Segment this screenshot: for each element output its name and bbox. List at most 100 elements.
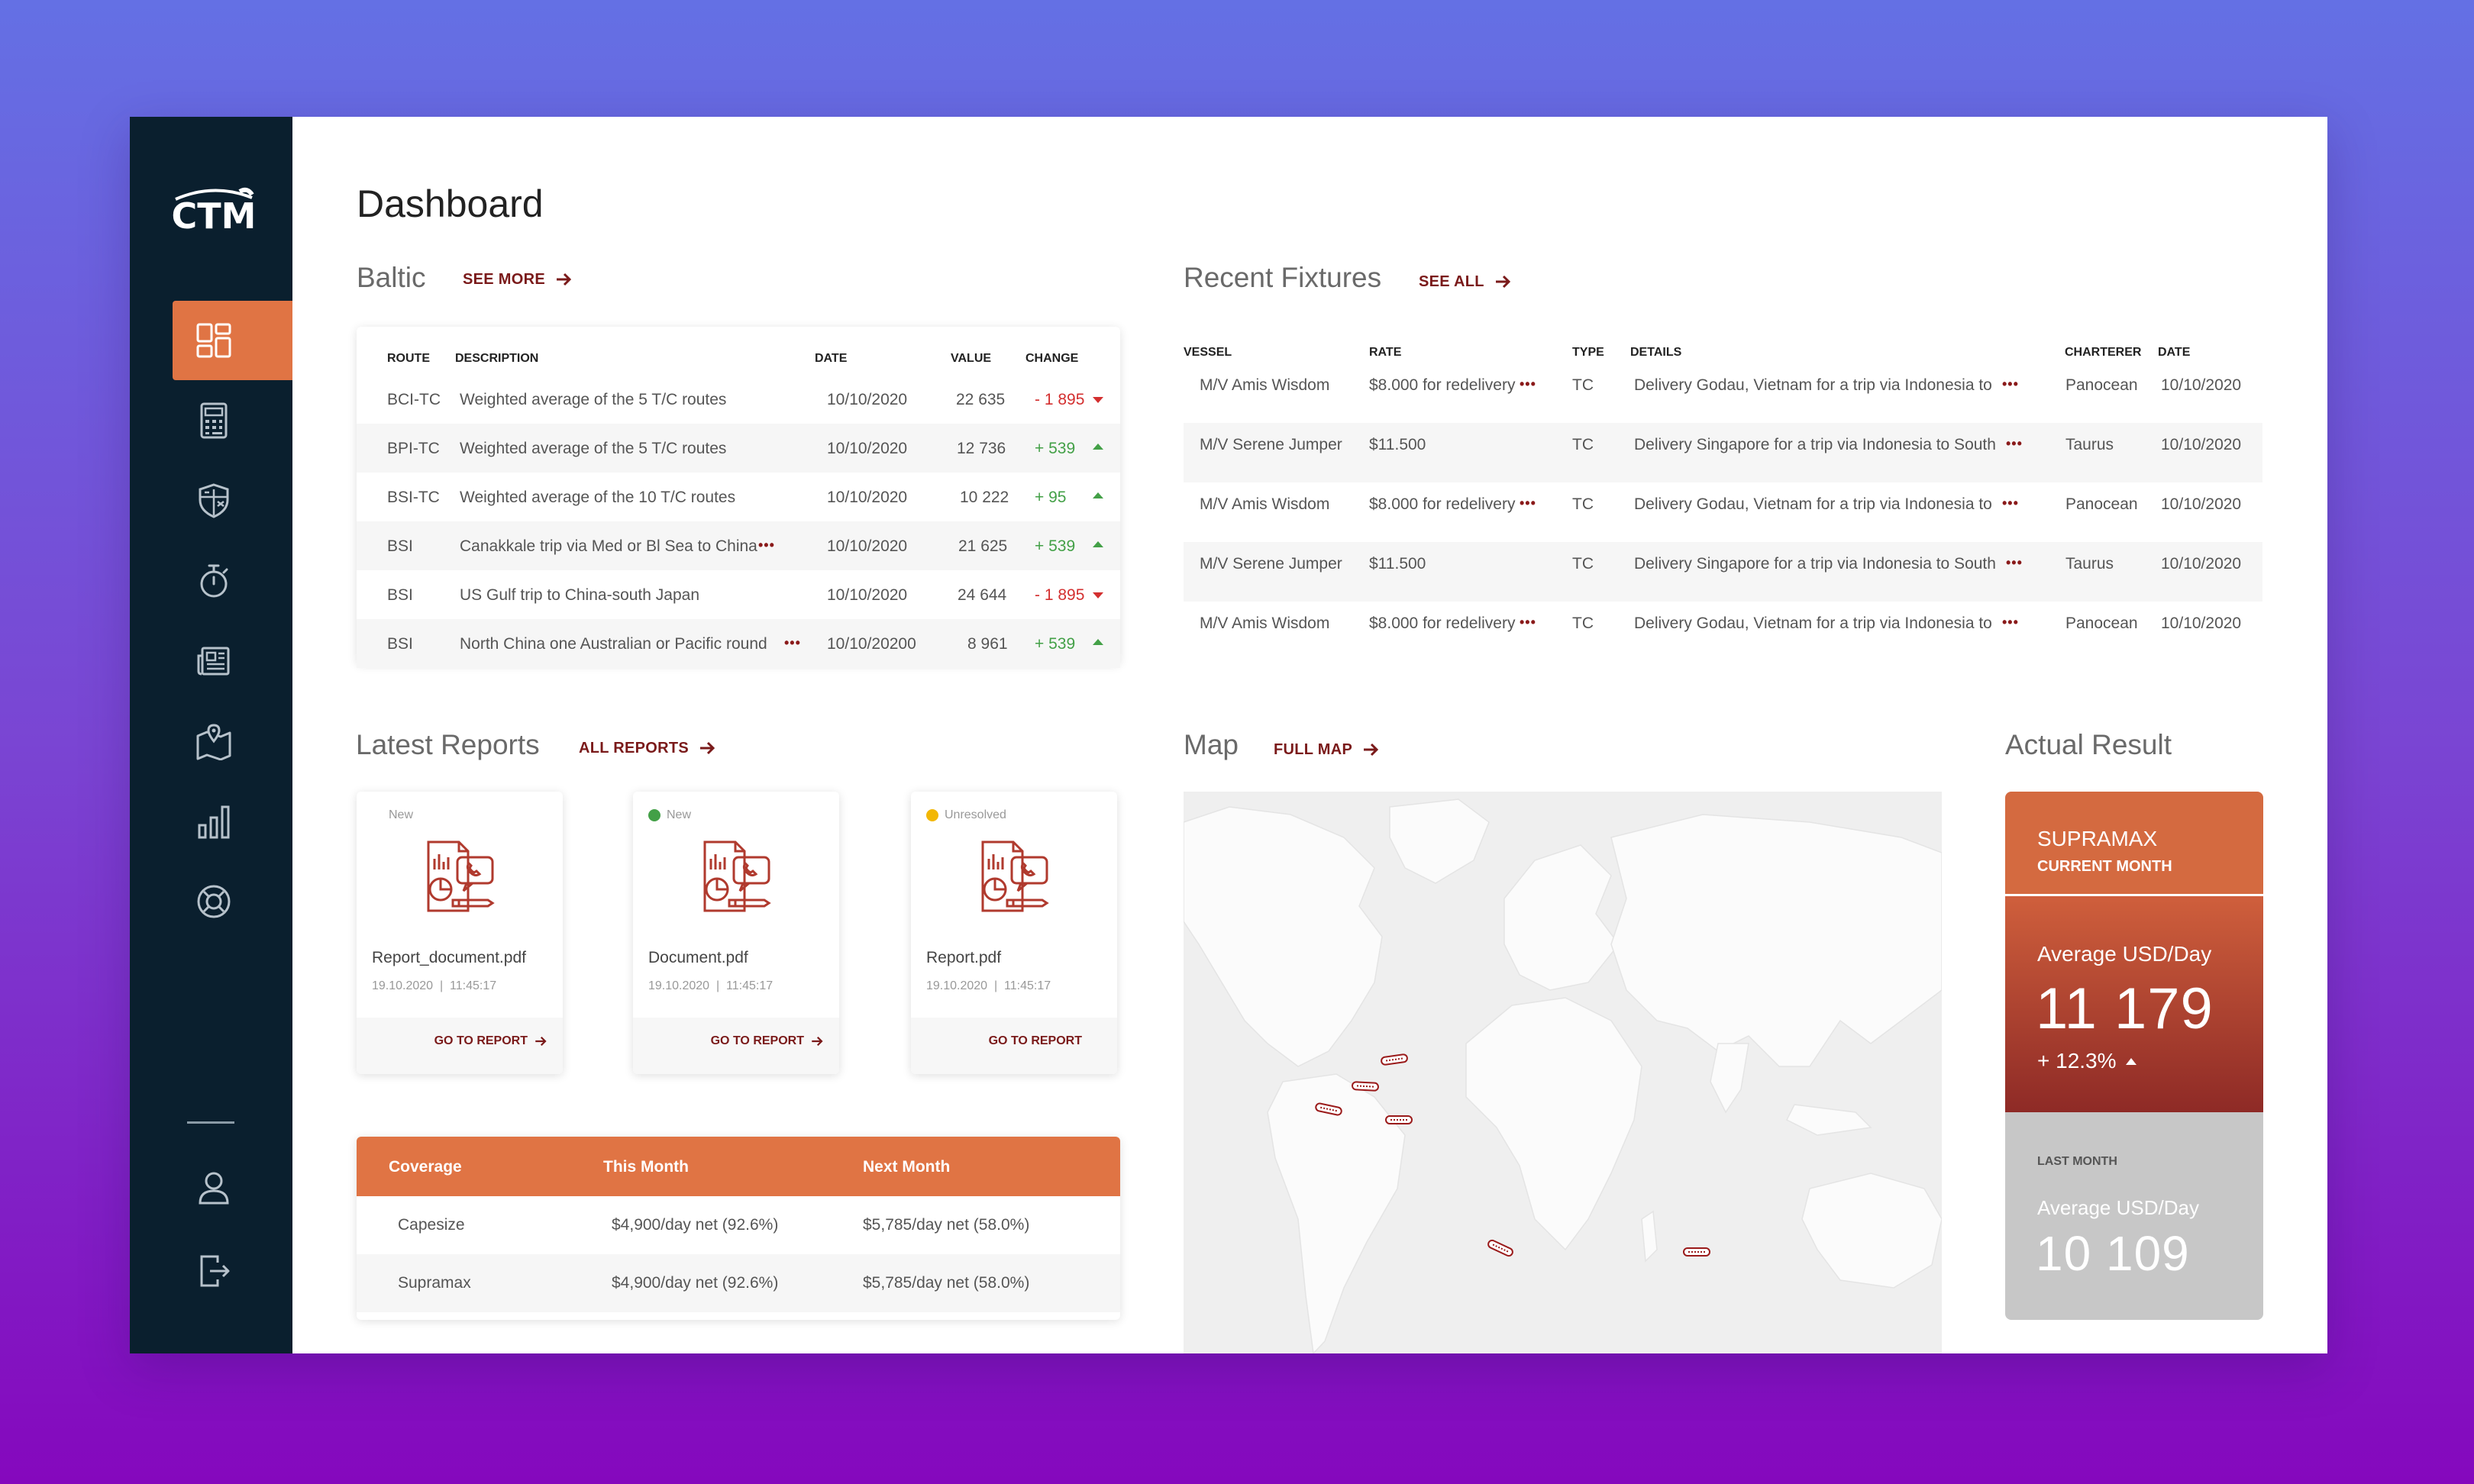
more-icon[interactable]: ••• (1520, 376, 1536, 392)
col-charterer[interactable]: CHARTERER (2065, 346, 2142, 359)
sidebar-item-statistics[interactable] (173, 782, 292, 861)
calculator-icon (200, 402, 227, 439)
status-dot (926, 809, 938, 821)
change-cell: - 1 895 (1035, 586, 1085, 604)
arrow-right-icon (1364, 743, 1379, 757)
fixture-row[interactable]: M/V Amis Wisdom $8.000 for redelivery ••… (1184, 482, 2262, 542)
col-route[interactable]: ROUTE (387, 352, 430, 365)
sidebar-item-calculator[interactable] (173, 381, 292, 460)
go-to-report-label: GO TO REPORT (710, 1034, 804, 1047)
col-rate[interactable]: RATE (1369, 346, 1402, 359)
sidebar-item-dashboard[interactable] (173, 301, 292, 380)
page-title: Dashboard (357, 182, 544, 225)
fixture-row[interactable]: M/V Serene Jumper $11.500 TC Delivery Si… (1184, 423, 2262, 482)
sidebar-item-news[interactable] (173, 621, 292, 701)
col-type[interactable]: TYPE (1572, 346, 1604, 359)
go-to-report-button[interactable]: GO TO REPORT (711, 1034, 824, 1048)
baltic-row[interactable]: BPI-TC Weighted average of the 5 T/C rou… (357, 424, 1120, 473)
ctm-logo[interactable]: CTM (160, 176, 267, 237)
full-map-link[interactable]: FULL MAP (1274, 740, 1380, 759)
value-cell: 22 635 (956, 391, 1006, 408)
date-cell: 10/10/2020 (2161, 615, 2242, 632)
more-icon[interactable]: ••• (1520, 495, 1536, 511)
report-card[interactable]: New Document.pdf 19.10.2020 | (633, 792, 839, 1074)
fixture-row[interactable]: M/V Serene Jumper $11.500 TC Delivery Si… (1184, 542, 2262, 602)
coverage-next-month: $5,785/day net (58.0%) (863, 1216, 1030, 1234)
go-to-report-button[interactable]: GO TO REPORT (989, 1034, 1082, 1048)
sidebar-item-support[interactable] (173, 862, 292, 941)
sidebar-item-timer[interactable] (173, 541, 292, 621)
more-icon[interactable]: ••• (784, 635, 801, 650)
details-cell: Delivery Godau, Vietnam for a trip via I… (1634, 495, 1992, 513)
sidebar-item-map[interactable] (173, 702, 292, 781)
sidebar-item-profile[interactable] (173, 1147, 292, 1227)
current-value: 11 179 (2036, 976, 2214, 1041)
fixtures-see-all-link[interactable]: SEE ALL (1419, 273, 1512, 291)
more-icon[interactable]: ••• (2002, 376, 2019, 392)
more-icon[interactable]: ••• (2006, 436, 2023, 451)
coverage-row[interactable]: Supramax $4,900/day net (92.6%) $5,785/d… (357, 1254, 1120, 1312)
main-content: Dashboard Baltic SEE MORE ROUTE DESCRIPT… (292, 117, 2327, 1353)
col-change[interactable]: CHANGE (1025, 352, 1079, 365)
more-icon[interactable]: ••• (2002, 495, 2019, 511)
col-details[interactable]: DETAILS (1630, 346, 1682, 359)
report-card[interactable]: Unresolved Report.pdf 19.10.20 (911, 792, 1117, 1074)
report-time: 11:45:17 (450, 979, 497, 992)
col-vessel[interactable]: VESSEL (1184, 346, 1232, 359)
more-icon[interactable]: ••• (2002, 615, 2019, 630)
baltic-title: Baltic (357, 262, 426, 293)
col-this-month[interactable]: This Month (603, 1158, 689, 1176)
type-cell: TC (1572, 436, 1594, 453)
value-cell: 21 625 (958, 537, 1008, 555)
rate-cell: $11.500 (1369, 555, 1426, 573)
report-status: Unresolved (926, 808, 1006, 822)
more-icon[interactable]: ••• (2006, 555, 2023, 570)
description-cell: North China one Australian or Pacific ro… (460, 635, 767, 653)
col-fixture-date[interactable]: DATE (2158, 346, 2191, 359)
ship-icon[interactable] (1683, 1247, 1710, 1257)
reports-title: Latest Reports (356, 729, 540, 760)
go-to-report-button[interactable]: GO TO REPORT (434, 1034, 547, 1048)
charterer-cell: Panocean (2065, 495, 2138, 513)
svg-text:CTM: CTM (172, 195, 257, 237)
value-cell: 24 644 (958, 586, 1007, 604)
col-description[interactable]: DESCRIPTION (455, 352, 539, 365)
ship-icon[interactable] (1351, 1081, 1380, 1092)
vessel-cell: M/V Amis Wisdom (1200, 615, 1330, 632)
baltic-row[interactable]: BSI US Gulf trip to China-south Japan 10… (357, 570, 1120, 619)
sidebar-item-logout[interactable] (173, 1231, 292, 1311)
details-cell: Delivery Godau, Vietnam for a trip via I… (1634, 376, 1992, 394)
change-cell: + 539 (1035, 440, 1076, 457)
coverage-header: Coverage This Month Next Month (357, 1137, 1120, 1196)
more-icon[interactable]: ••• (758, 537, 775, 553)
more-icon[interactable]: ••• (1520, 615, 1536, 630)
full-map-label: FULL MAP (1274, 740, 1353, 758)
report-status-label: New (667, 808, 692, 821)
report-card[interactable]: New Report_document.pdf 19.10. (357, 792, 563, 1074)
baltic-see-more-link[interactable]: SEE MORE (463, 270, 573, 289)
all-reports-link[interactable]: ALL REPORTS (579, 739, 716, 757)
col-next-month[interactable]: Next Month (863, 1158, 951, 1176)
description-cell: Weighted average of the 5 T/C routes (460, 391, 727, 408)
baltic-row[interactable]: BSI-TC Weighted average of the 10 T/C ro… (357, 473, 1120, 521)
world-map[interactable] (1184, 792, 1942, 1353)
result-header: SUPRAMAX CURRENT MONTH (2005, 792, 2263, 894)
report-filename: Report.pdf (926, 949, 1002, 966)
date-cell: 10/10/2020 (2161, 376, 2242, 394)
report-time: 11:45:17 (726, 979, 774, 992)
sidebar-item-insurance[interactable] (173, 461, 292, 540)
report-filename: Document.pdf (648, 949, 748, 966)
actual-result-title: Actual Result (2005, 729, 2172, 760)
col-coverage[interactable]: Coverage (389, 1158, 462, 1176)
baltic-row[interactable]: BSI Canakkale trip via Med or Bl Sea to … (357, 521, 1120, 570)
fixtures-see-all-label: SEE ALL (1419, 273, 1484, 290)
baltic-row[interactable]: BCI-TC Weighted average of the 5 T/C rou… (357, 375, 1120, 424)
fixture-row[interactable]: M/V Amis Wisdom $8.000 for redelivery ••… (1184, 602, 2262, 661)
ship-icon[interactable] (1385, 1115, 1413, 1124)
col-date[interactable]: DATE (815, 352, 848, 365)
col-value[interactable]: VALUE (951, 352, 992, 365)
coverage-row[interactable]: Capesize $4,900/day net (92.6%) $5,785/d… (357, 1196, 1120, 1254)
result-period: CURRENT MONTH (2037, 858, 2172, 875)
fixture-row[interactable]: M/V Amis Wisdom $8.000 for redelivery ••… (1184, 363, 2262, 423)
baltic-row[interactable]: BSI North China one Australian or Pacifi… (357, 619, 1120, 668)
